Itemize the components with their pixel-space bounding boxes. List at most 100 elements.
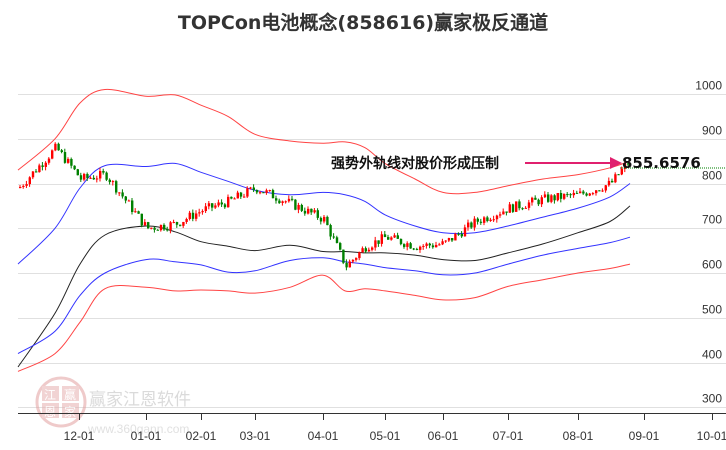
- candle: [19, 186, 22, 188]
- candle: [460, 233, 463, 237]
- candle: [271, 190, 275, 199]
- candle: [140, 213, 143, 226]
- candle: [601, 190, 604, 192]
- candle: [137, 211, 140, 214]
- candle: [409, 243, 412, 249]
- candle: [345, 262, 348, 268]
- y-tick-label: 700: [702, 213, 722, 227]
- candle: [595, 190, 598, 194]
- candle: [393, 235, 396, 238]
- candle: [195, 213, 198, 219]
- candle: [451, 238, 454, 241]
- candle: [159, 224, 163, 231]
- candle: [441, 241, 444, 245]
- candle: [236, 192, 239, 199]
- candle: [454, 233, 457, 241]
- candle: [143, 222, 147, 226]
- candle: [249, 187, 252, 189]
- candle: [99, 171, 102, 179]
- svg-text:江: 江: [44, 388, 56, 402]
- candle: [447, 238, 451, 241]
- candle: [172, 222, 175, 224]
- candle: [191, 212, 195, 219]
- candle: [252, 187, 255, 190]
- band-line: [17, 236, 631, 354]
- candle: [476, 218, 479, 222]
- candle: [73, 165, 76, 170]
- candle: [243, 196, 246, 198]
- candle: [438, 244, 441, 246]
- candle: [124, 196, 127, 201]
- y-tick-label: 1000: [695, 79, 722, 93]
- candle: [479, 221, 483, 223]
- band-line: [17, 88, 631, 195]
- candle: [604, 185, 607, 191]
- candle: [207, 203, 211, 207]
- candle: [495, 215, 499, 220]
- candle: [364, 248, 367, 252]
- candle: [483, 217, 486, 223]
- candle: [579, 191, 582, 194]
- svg-text:赢: 赢: [64, 387, 76, 402]
- candle: [585, 193, 588, 196]
- candle: [531, 197, 534, 203]
- candle: [534, 197, 537, 200]
- candle: [105, 172, 108, 180]
- candle: [339, 243, 342, 250]
- candle: [614, 174, 617, 183]
- x-tick-label: 04-01: [308, 429, 339, 443]
- x-tick-label: 05-01: [370, 429, 401, 443]
- candle: [83, 174, 86, 180]
- candle: [300, 204, 303, 211]
- annotation-text: 强势外轨线对股价形成压制: [331, 155, 499, 172]
- x-tick-label: 03-01: [240, 429, 271, 443]
- candle: [67, 158, 70, 163]
- candle: [617, 174, 620, 176]
- candle: [383, 234, 387, 238]
- x-tick-label: 02-01: [186, 429, 217, 443]
- candle: [470, 222, 473, 228]
- candle: [79, 175, 83, 180]
- candle: [169, 222, 172, 230]
- candle: [559, 192, 563, 199]
- candle: [361, 248, 364, 253]
- arrow-right-icon: [525, 157, 622, 169]
- candle: [348, 261, 351, 268]
- x-tick-label: 12-01: [64, 429, 95, 443]
- candle: [35, 171, 38, 173]
- candle: [316, 210, 319, 218]
- candle: [332, 236, 335, 238]
- candle: [377, 240, 380, 244]
- candle: [515, 201, 518, 212]
- x-tick-label: 01-01: [131, 429, 162, 443]
- candle: [540, 197, 543, 205]
- candle: [351, 259, 355, 262]
- watermark-url: www.360gann.com: [87, 422, 189, 436]
- candle: [457, 233, 460, 235]
- candle: [492, 219, 495, 221]
- candle: [415, 248, 419, 250]
- candle: [524, 207, 527, 209]
- candle: [435, 244, 438, 248]
- candle: [259, 192, 262, 194]
- y-axis-labels: 1000 900 800 700 600 500 400 300: [695, 79, 722, 406]
- candle: [198, 212, 201, 214]
- candle: [611, 180, 614, 183]
- candle: [51, 150, 54, 159]
- candle: [319, 217, 323, 222]
- candle: [563, 194, 566, 199]
- candle: [121, 192, 124, 197]
- candle: [422, 245, 425, 247]
- y-tick-label: 400: [702, 348, 722, 362]
- candle: [217, 202, 220, 206]
- y-tick-label: 500: [702, 303, 722, 317]
- candle: [543, 194, 547, 198]
- candle: [575, 192, 579, 194]
- candle: [431, 245, 435, 248]
- candle: [108, 179, 111, 183]
- candle: [287, 198, 291, 202]
- candle: [70, 158, 73, 166]
- candle: [521, 208, 524, 210]
- candle: [44, 162, 47, 167]
- candle: [390, 237, 393, 240]
